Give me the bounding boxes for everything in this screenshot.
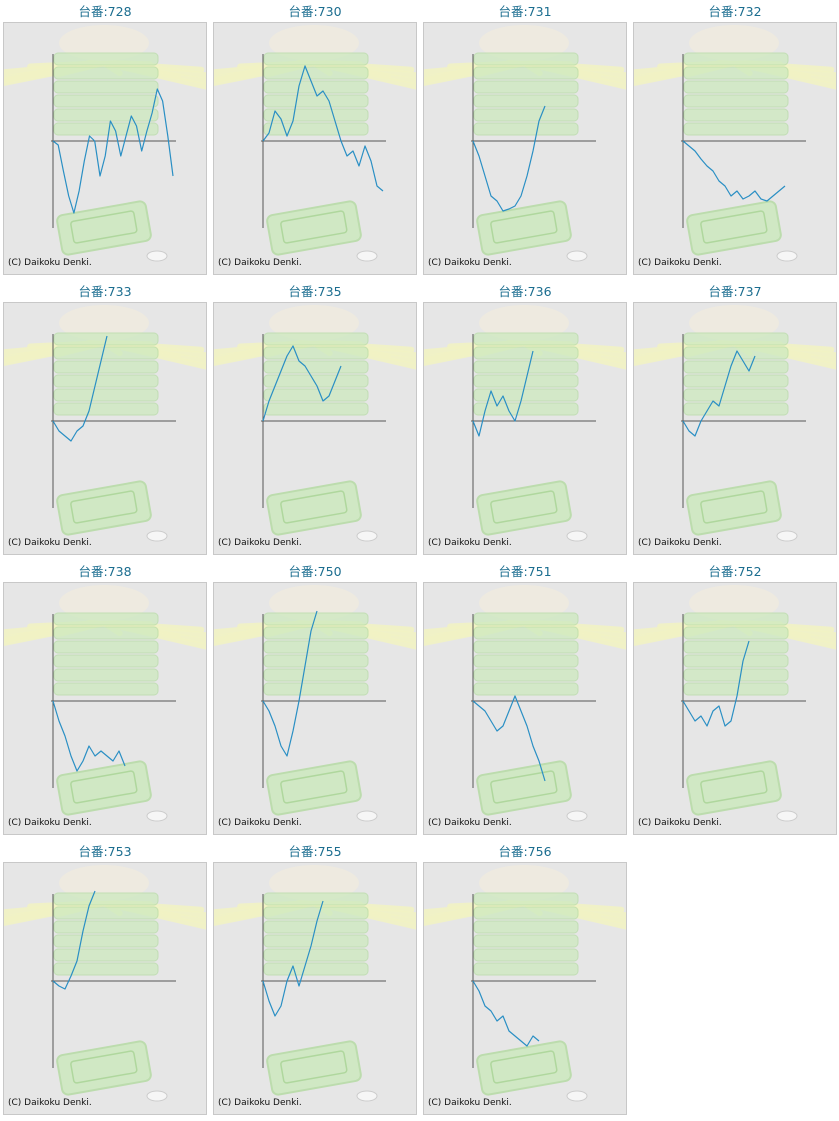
chart-panel: (C) Daikoku Denki. (3, 22, 207, 275)
chart-title[interactable]: 台番:756 (423, 843, 627, 861)
series-line (473, 106, 545, 211)
copyright-text: (C) Daikoku Denki. (218, 1098, 302, 1108)
copyright-text: (C) Daikoku Denki. (218, 538, 302, 548)
chart-svg (424, 303, 626, 554)
chart-title[interactable]: 台番:732 (633, 3, 837, 21)
machine-chart: 台番:732 (C) Daikoku Denki. (633, 3, 837, 281)
chart-panel: (C) Daikoku Denki. (423, 22, 627, 275)
chart-panel: (C) Daikoku Denki. (423, 582, 627, 835)
machine-chart: 台番:752 (C) Daikoku Denki. (633, 563, 837, 841)
chart-panel: (C) Daikoku Denki. (213, 22, 417, 275)
copyright-text: (C) Daikoku Denki. (8, 258, 92, 268)
chart-svg (634, 303, 836, 554)
machine-chart: 台番:737 (C) Daikoku Denki. (633, 283, 837, 561)
copyright-text: (C) Daikoku Denki. (428, 538, 512, 548)
chart-title[interactable]: 台番:733 (3, 283, 207, 301)
chart-title[interactable]: 台番:735 (213, 283, 417, 301)
chart-title[interactable]: 台番:731 (423, 3, 627, 21)
chart-svg (634, 583, 836, 834)
machine-chart: 台番:735 (C) Daikoku Denki. (213, 283, 417, 561)
copyright-text: (C) Daikoku Denki. (218, 818, 302, 828)
chart-svg (4, 863, 206, 1114)
machine-chart: 台番:751 (C) Daikoku Denki. (423, 563, 627, 841)
chart-title[interactable]: 台番:755 (213, 843, 417, 861)
copyright-text: (C) Daikoku Denki. (428, 1098, 512, 1108)
chart-svg (424, 583, 626, 834)
chart-panel: (C) Daikoku Denki. (423, 302, 627, 555)
background-machine-illustration (214, 305, 416, 541)
chart-panel: (C) Daikoku Denki. (213, 302, 417, 555)
background-machine-illustration (634, 305, 836, 541)
machine-chart: 台番:728 (C) Daikoku Denki. (3, 3, 207, 281)
copyright-text: (C) Daikoku Denki. (8, 818, 92, 828)
chart-title[interactable]: 台番:730 (213, 3, 417, 21)
background-machine-illustration (4, 305, 206, 541)
chart-title[interactable]: 台番:752 (633, 563, 837, 581)
copyright-text: (C) Daikoku Denki. (218, 258, 302, 268)
machine-chart: 台番:753 (C) Daikoku Denki. (3, 843, 207, 1121)
copyright-text: (C) Daikoku Denki. (638, 818, 722, 828)
background-machine-illustration (634, 25, 836, 261)
machine-chart: 台番:755 (C) Daikoku Denki. (213, 843, 417, 1121)
chart-title[interactable]: 台番:737 (633, 283, 837, 301)
chart-panel: (C) Daikoku Denki. (633, 302, 837, 555)
copyright-text: (C) Daikoku Denki. (8, 538, 92, 548)
machine-chart: 台番:738 (C) Daikoku Denki. (3, 563, 207, 841)
chart-panel: (C) Daikoku Denki. (633, 582, 837, 835)
chart-panel: (C) Daikoku Denki. (3, 302, 207, 555)
chart-title[interactable]: 台番:753 (3, 843, 207, 861)
chart-svg (4, 583, 206, 834)
chart-svg (214, 23, 416, 274)
chart-svg (4, 23, 206, 274)
chart-svg (424, 863, 626, 1114)
background-machine-illustration (424, 865, 626, 1101)
machine-chart: 台番:736 (C) Daikoku Denki. (423, 283, 627, 561)
background-machine-illustration (4, 25, 206, 261)
chart-svg (4, 303, 206, 554)
background-machine-illustration (214, 25, 416, 261)
chart-panel: (C) Daikoku Denki. (213, 582, 417, 835)
background-machine-illustration (4, 865, 206, 1101)
chart-title[interactable]: 台番:736 (423, 283, 627, 301)
chart-panel: (C) Daikoku Denki. (633, 22, 837, 275)
copyright-text: (C) Daikoku Denki. (8, 1098, 92, 1108)
chart-panel: (C) Daikoku Denki. (423, 862, 627, 1115)
chart-panel: (C) Daikoku Denki. (3, 862, 207, 1115)
background-machine-illustration (424, 25, 626, 261)
series-line (473, 981, 539, 1046)
chart-title[interactable]: 台番:750 (213, 563, 417, 581)
chart-panel: (C) Daikoku Denki. (213, 862, 417, 1115)
copyright-text: (C) Daikoku Denki. (428, 258, 512, 268)
chart-svg (424, 23, 626, 274)
background-machine-illustration (214, 585, 416, 821)
chart-panel: (C) Daikoku Denki. (3, 582, 207, 835)
machine-chart: 台番:756 (C) Daikoku Denki. (423, 843, 627, 1121)
copyright-text: (C) Daikoku Denki. (638, 538, 722, 548)
chart-title[interactable]: 台番:728 (3, 3, 207, 21)
background-machine-illustration (424, 585, 626, 821)
background-machine-illustration (214, 865, 416, 1101)
machine-chart: 台番:731 (C) Daikoku Denki. (423, 3, 627, 281)
chart-svg (214, 863, 416, 1114)
chart-title[interactable]: 台番:738 (3, 563, 207, 581)
copyright-text: (C) Daikoku Denki. (638, 258, 722, 268)
chart-title[interactable]: 台番:751 (423, 563, 627, 581)
chart-svg (634, 23, 836, 274)
series-line (683, 141, 785, 201)
copyright-text: (C) Daikoku Denki. (428, 818, 512, 828)
series-line (53, 89, 173, 213)
background-machine-illustration (4, 585, 206, 821)
machine-chart: 台番:750 (C) Daikoku Denki. (213, 563, 417, 841)
machine-chart: 台番:733 (C) Daikoku Denki. (3, 283, 207, 561)
machine-chart: 台番:730 (C) Daikoku Denki. (213, 3, 417, 281)
chart-svg (214, 303, 416, 554)
series-line (53, 701, 125, 771)
chart-svg (214, 583, 416, 834)
background-machine-illustration (424, 305, 626, 541)
